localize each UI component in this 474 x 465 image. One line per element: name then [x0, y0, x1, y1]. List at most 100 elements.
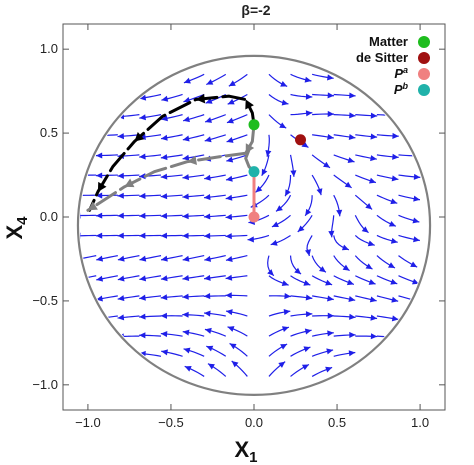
flow-arrow: [182, 174, 205, 181]
flow-arrow: [328, 215, 335, 238]
flow-arrow: [268, 343, 288, 357]
flow-arrow: [225, 213, 248, 220]
flow-arrow: [312, 133, 334, 140]
flow-arrow: [225, 292, 248, 299]
flow-arrow: [268, 94, 289, 106]
flow-arrow: [139, 332, 162, 339]
flow-arrow: [376, 275, 398, 285]
legend-label-matter: Matter: [369, 34, 408, 49]
flow-arrow: [333, 174, 352, 189]
flow-arrow: [79, 232, 97, 239]
flow-arrow: [376, 214, 397, 227]
flow-arrow: [355, 112, 378, 119]
streamline-field: [79, 73, 421, 377]
flow-arrow: [117, 295, 140, 302]
x-tick-label: −1.0: [75, 415, 101, 430]
flow-arrow: [261, 154, 270, 177]
flow-arrow: [225, 194, 248, 201]
flow-arrow: [333, 154, 355, 163]
flow-arrow: [225, 174, 248, 182]
y-tick-label: 1.0: [40, 41, 58, 56]
flow-arrow: [333, 295, 356, 303]
flow-arrow: [289, 154, 297, 177]
flow-arrow: [247, 234, 270, 243]
flow-arrow: [160, 275, 183, 282]
flow-arrow: [203, 293, 226, 300]
legend-label-p-a: Pa: [394, 65, 408, 81]
flow-arrow: [227, 93, 248, 105]
x-axis-label: X1: [234, 437, 257, 465]
flow-arrow: [117, 133, 140, 140]
flow-arrow: [117, 314, 140, 321]
flow-arrow: [204, 310, 226, 317]
flow-arrow: [183, 347, 205, 357]
flow-arrow: [312, 295, 334, 302]
flow-arrow: [354, 194, 373, 210]
flow-arrow: [311, 73, 334, 81]
flow-arrow: [312, 312, 335, 319]
flow-arrow: [203, 232, 226, 239]
flow-arrow: [139, 313, 162, 320]
flow-arrow: [139, 212, 162, 219]
flow-arrow: [161, 349, 183, 357]
flow-arrow: [290, 110, 313, 117]
flow-arrow: [160, 232, 183, 239]
point-matter: [248, 119, 260, 131]
flow-arrow: [231, 360, 248, 377]
flow-arrow: [204, 327, 226, 337]
flow-arrow: [376, 174, 399, 182]
flow-arrow: [182, 213, 205, 220]
legend-marker-p-b: [418, 84, 430, 96]
flow-arrow: [96, 295, 118, 302]
x-tick-label: 0.5: [328, 415, 346, 430]
flow-arrow: [139, 294, 162, 301]
flow-arrow: [354, 235, 375, 247]
flow-arrow: [354, 255, 373, 270]
point-de-sitter: [295, 134, 307, 146]
y-tick-label: 0.5: [40, 125, 58, 140]
flow-arrow: [333, 275, 355, 286]
flow-arrow: [398, 234, 420, 243]
flow-arrow: [160, 312, 183, 319]
flow-arrow: [79, 212, 97, 219]
flow-arrow: [226, 134, 248, 143]
flow-arrow: [204, 114, 226, 123]
flow-arrow: [333, 331, 356, 339]
flow-arrow: [182, 275, 205, 282]
flow-arrow: [355, 314, 378, 321]
y-tick-label: −1.0: [32, 377, 58, 392]
flow-arrow: [333, 235, 350, 251]
flow-arrow: [183, 73, 205, 84]
flow-arrow: [267, 255, 275, 277]
flow-arrow: [290, 363, 310, 377]
flow-arrow: [333, 313, 356, 320]
flow-arrow: [203, 213, 226, 220]
flow-arrow: [289, 255, 302, 275]
flow-arrow: [206, 345, 227, 357]
flow-arrow: [333, 92, 356, 99]
flow-arrow: [311, 255, 327, 273]
flow-arrow: [355, 333, 378, 340]
flow-arrow: [355, 154, 377, 162]
flow-arrow: [160, 212, 183, 220]
flow-arrow: [182, 255, 205, 262]
y-tick-label: −0.5: [32, 293, 58, 308]
flow-arrow: [139, 275, 162, 282]
flow-arrow: [117, 275, 140, 282]
flow-arrow: [184, 365, 205, 377]
flow-arrow: [304, 195, 313, 217]
trajectories: [86, 93, 256, 219]
flow-arrow: [225, 255, 248, 263]
flow-arrow: [117, 232, 140, 239]
flow-arrow: [333, 194, 343, 217]
flow-arrow: [290, 311, 313, 318]
flow-arrow: [139, 192, 162, 199]
flow-arrow: [79, 255, 97, 262]
trajectory-arrowhead: [134, 132, 145, 142]
legend-label-p-b: Pb: [394, 81, 409, 97]
flow-arrow: [290, 346, 311, 357]
flow-arrow: [160, 134, 183, 141]
flow-arrow: [225, 233, 248, 240]
flow-arrow: [265, 134, 272, 157]
flow-arrow: [183, 93, 205, 103]
